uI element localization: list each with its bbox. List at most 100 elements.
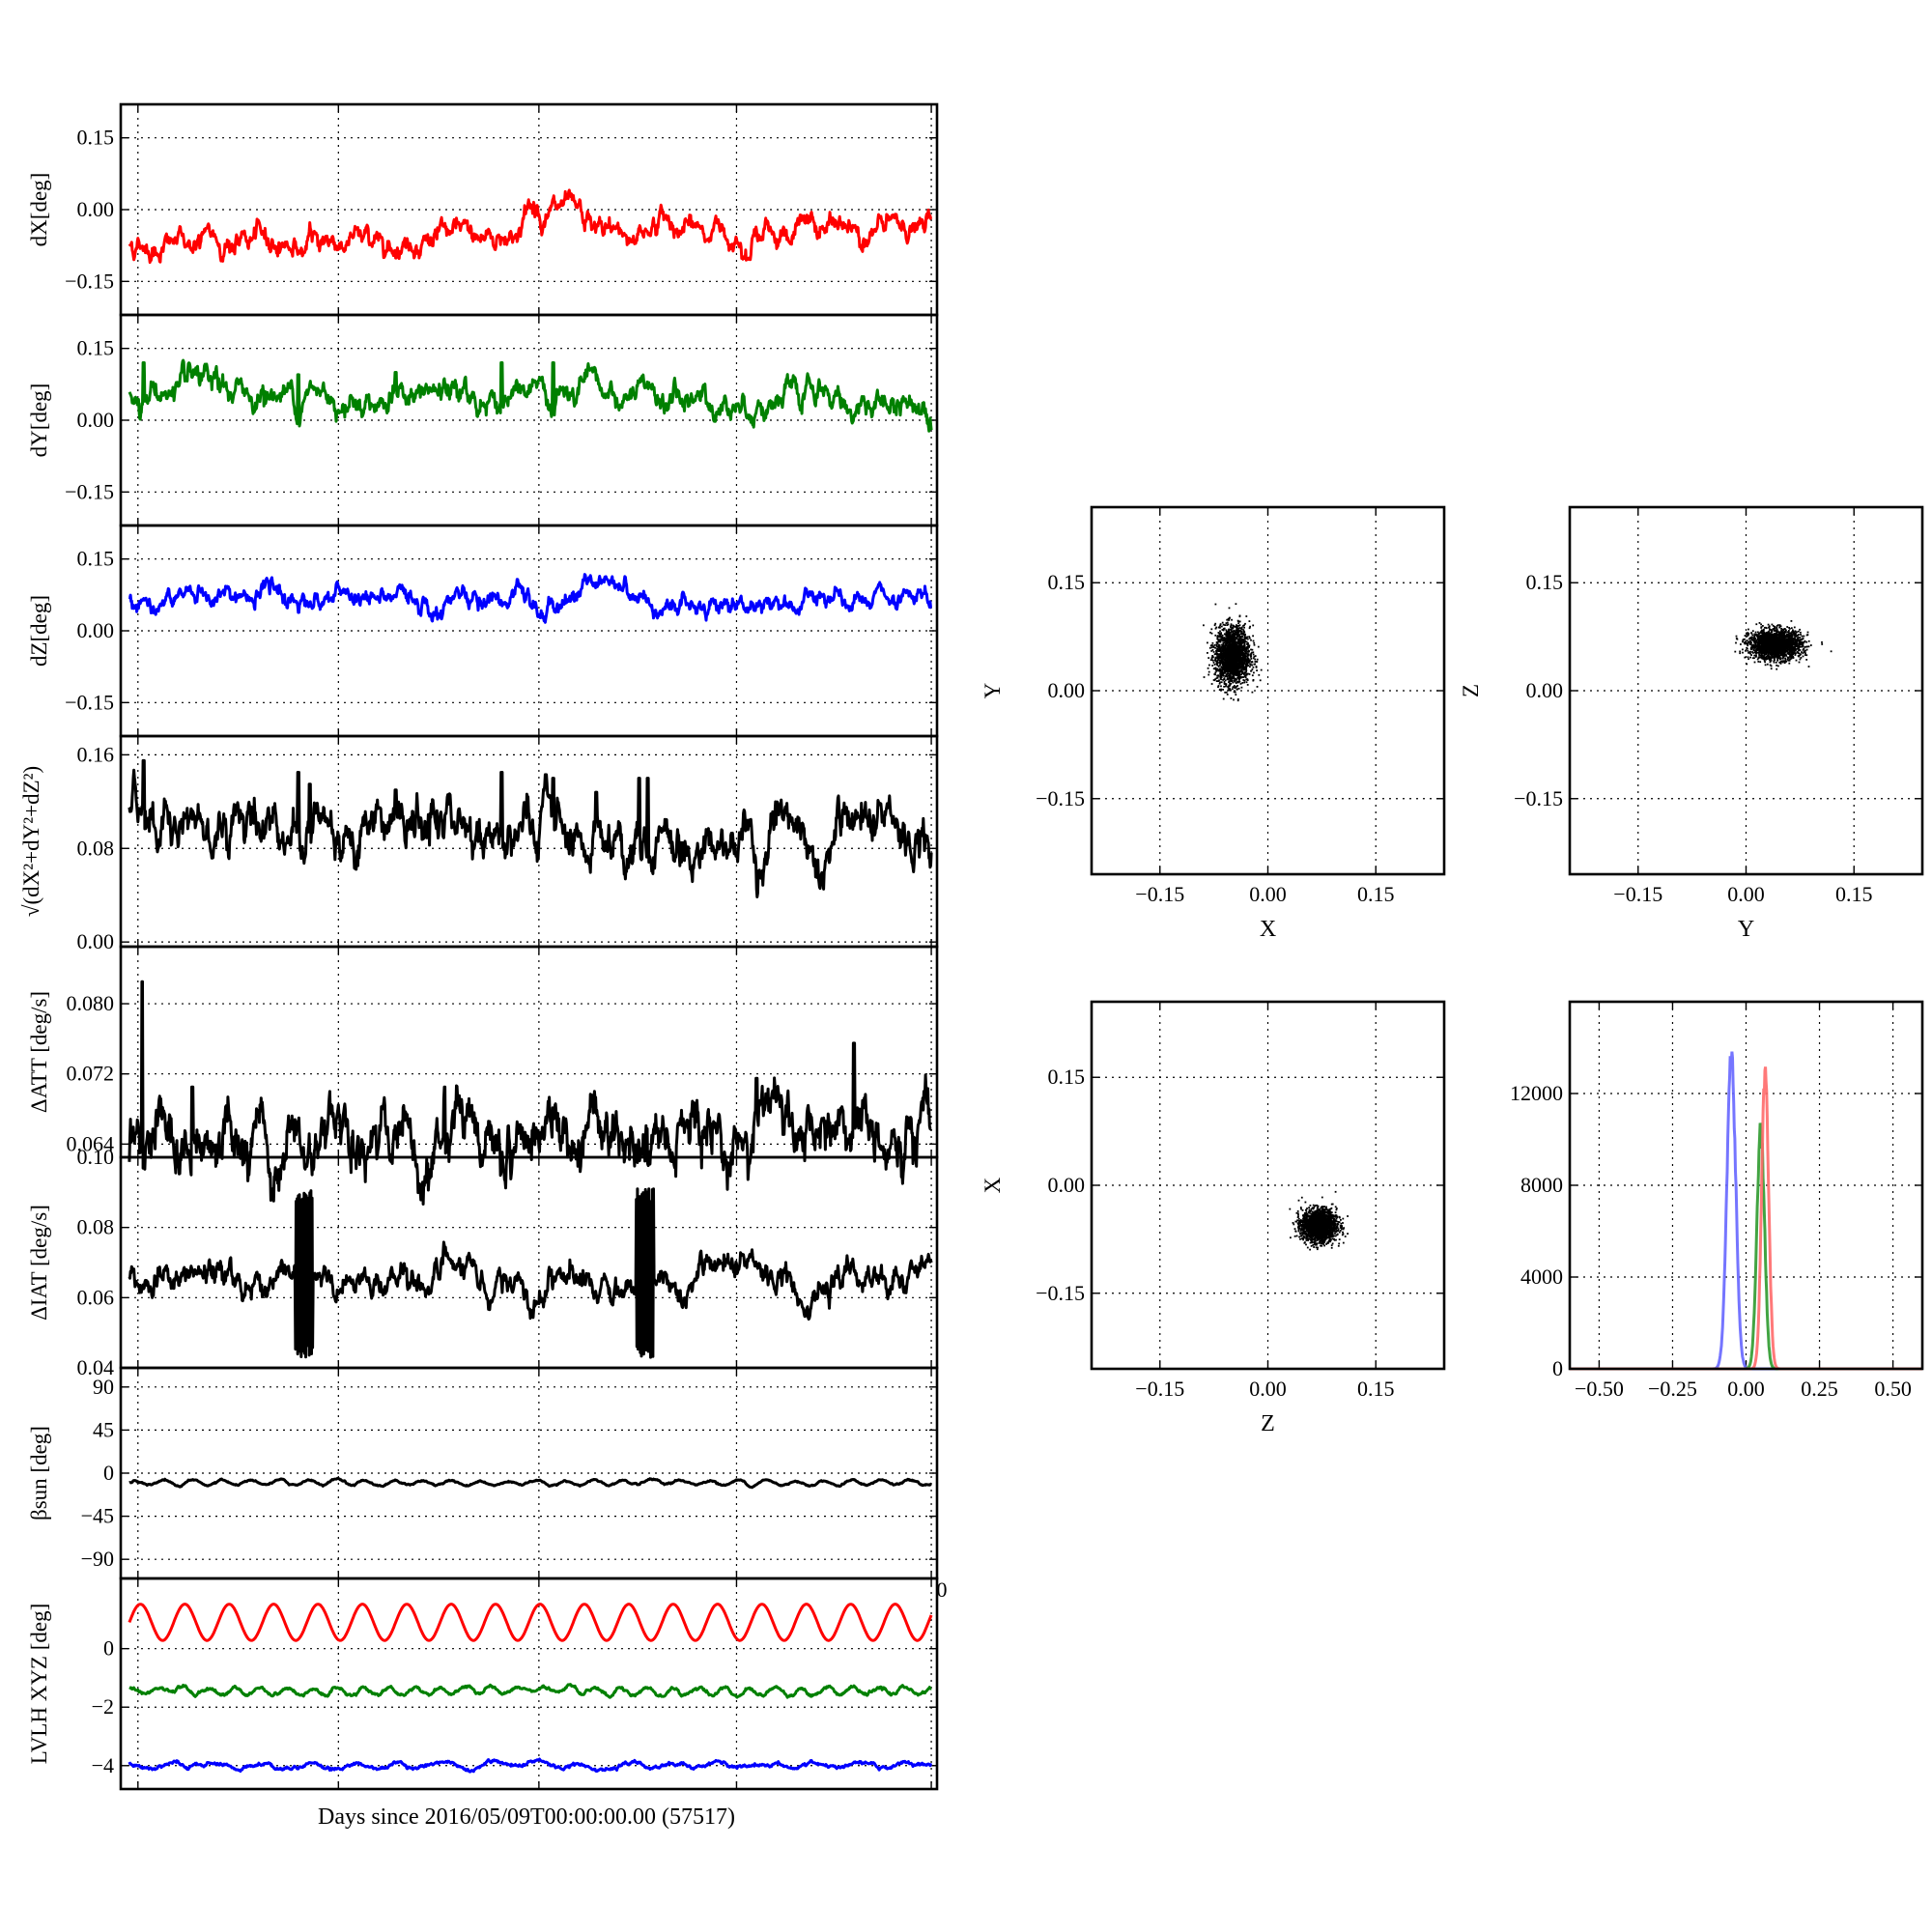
scatter-point: [1227, 652, 1230, 655]
scatter-point: [1786, 658, 1789, 661]
scatter-point: [1775, 648, 1777, 651]
scatter-point: [1218, 633, 1221, 636]
scatter-point: [1217, 674, 1219, 677]
scatter-point: [1241, 657, 1244, 660]
scatter-point: [1752, 646, 1754, 649]
scatter-point: [1220, 681, 1223, 684]
scatter-point: [1226, 624, 1229, 626]
scatter-point: [1227, 617, 1230, 620]
scatter-point: [1782, 635, 1785, 638]
scatter-point: [1221, 643, 1223, 646]
scatter-point: [1747, 658, 1749, 661]
scatter-point: [1217, 626, 1220, 629]
scatter-point: [1233, 638, 1236, 640]
scatter-point: [1792, 643, 1795, 646]
scatter-point: [1224, 660, 1226, 662]
scatter-point: [1217, 686, 1219, 689]
scatter-point: [1227, 686, 1229, 688]
scatter-point: [1214, 603, 1217, 606]
scatter-point: [1234, 634, 1236, 636]
scatter-point: [1216, 653, 1218, 656]
scatter-point: [1235, 646, 1237, 649]
scatter-point: [1221, 621, 1224, 624]
scatter-point: [1794, 654, 1797, 656]
scatter-point: [1776, 658, 1779, 661]
scatter-point: [1248, 620, 1251, 622]
scatter-point: [1747, 641, 1750, 644]
scatter-point: [1229, 653, 1231, 656]
scatter-point: [1238, 624, 1241, 627]
scatter-point: [1246, 647, 1249, 650]
scatter-point: [1238, 629, 1240, 632]
scatter-point: [1768, 650, 1771, 653]
scatter-point: [1780, 634, 1782, 637]
scatter-point: [1230, 626, 1232, 628]
scatter-point: [1220, 689, 1222, 691]
scatter-point: [1212, 662, 1215, 664]
scatter-point: [1804, 649, 1806, 652]
scatter-point: [1784, 651, 1787, 653]
x-tick-label: −0.15: [1613, 882, 1662, 906]
scatter-point: [1221, 629, 1224, 631]
scatter-point: [1217, 640, 1220, 642]
series-line-bsun: [128, 1477, 932, 1490]
y-tick-label: −0.15: [65, 479, 114, 503]
scatter-point: [1777, 653, 1780, 655]
scatter-point: [1775, 642, 1777, 645]
scatter-point: [1790, 647, 1792, 649]
scatter-point: [1234, 670, 1236, 673]
scatter-point: [1323, 1244, 1325, 1247]
scatter-point: [1219, 661, 1222, 663]
scatter-point: [1758, 654, 1760, 656]
scatter-point: [1247, 662, 1250, 664]
scatter-point: [1746, 633, 1748, 636]
scatter-point: [1776, 627, 1777, 630]
panel-dr: 0.000.080.16√(dX²+dY²+dZ²): [19, 734, 939, 953]
scatter-point: [1804, 639, 1806, 642]
scatter-point: [1238, 620, 1240, 623]
scatter-point: [1745, 642, 1747, 645]
scatter-point: [1240, 668, 1243, 671]
scatter-point: [1238, 637, 1241, 639]
scatter-point: [1796, 640, 1798, 642]
scatter-point: [1789, 658, 1792, 661]
scatter-point: [1240, 626, 1243, 629]
scatter-point: [1744, 638, 1746, 640]
scatter-point: [1795, 659, 1798, 662]
scatter-point: [1761, 652, 1764, 654]
scatter-point: [1248, 673, 1251, 675]
scatter-point: [1335, 1220, 1338, 1223]
scatter-point: [1224, 647, 1226, 650]
scatter-point: [1236, 670, 1239, 672]
scatter-point: [1222, 651, 1225, 654]
scatter-point: [1780, 648, 1783, 651]
scatter-point: [1230, 640, 1233, 643]
scatter-point: [1777, 634, 1780, 636]
scatter-point: [1232, 686, 1235, 689]
scatter-point: [1208, 670, 1210, 673]
scatter-point: [1798, 640, 1801, 643]
scatter-point: [1230, 656, 1233, 659]
scatter-point: [1747, 628, 1749, 631]
scatter-point: [1771, 656, 1774, 659]
scatter-point: [1231, 655, 1234, 658]
scatter-point: [1230, 629, 1233, 632]
scatter-point: [1245, 659, 1248, 662]
scatter-point: [1800, 642, 1803, 645]
y-tick-label: 0.15: [1048, 570, 1086, 594]
scatter-point: [1793, 626, 1796, 629]
y-axis-label: dX[deg]: [27, 173, 51, 247]
scatter-point: [1228, 629, 1230, 632]
scatter-point: [1241, 672, 1243, 674]
y-axis-label: √(dX²+dY²+dZ²): [19, 766, 43, 917]
scatter-point: [1225, 668, 1228, 671]
scatter-point: [1756, 644, 1759, 647]
scatter-point: [1251, 648, 1254, 651]
scatter-point: [1245, 615, 1248, 617]
scatter-point: [1774, 626, 1776, 629]
scatter-point: [1223, 655, 1225, 658]
timeseries-stack: −0.150.000.15dX[deg]−0.150.000.15dY[deg]…: [19, 102, 939, 1791]
scatter-point: [1233, 632, 1236, 635]
scatter-point: [1244, 633, 1246, 636]
scatter-point: [1229, 631, 1232, 634]
